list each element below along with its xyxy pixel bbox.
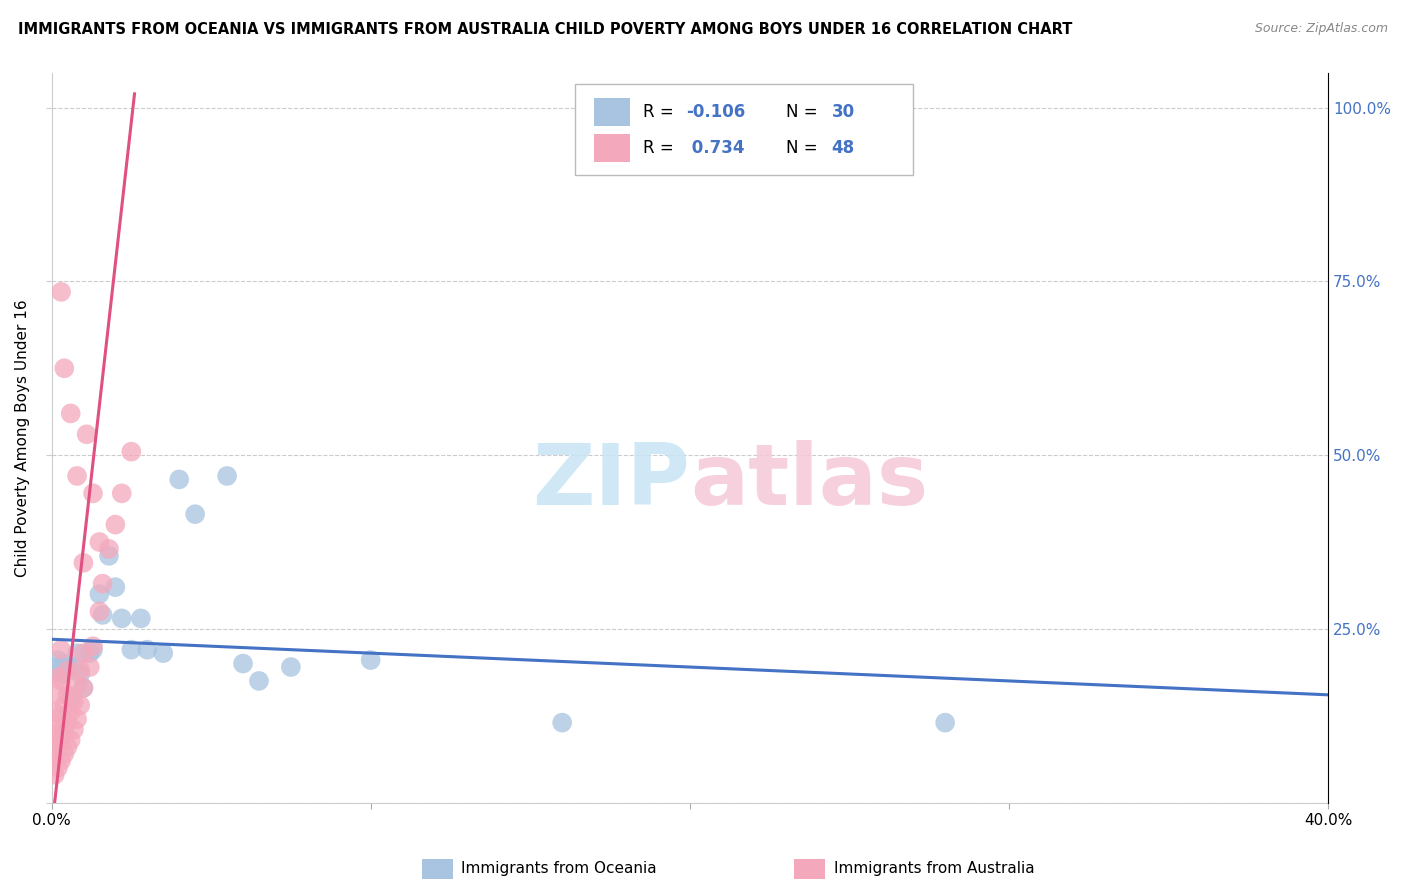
Point xyxy=(69,698,91,713)
Point xyxy=(69,664,91,678)
Point xyxy=(49,754,72,768)
Point xyxy=(79,646,101,660)
Point xyxy=(72,646,94,660)
Point xyxy=(111,486,134,500)
Point xyxy=(66,469,89,483)
Point xyxy=(104,580,127,594)
Point xyxy=(91,576,114,591)
Point xyxy=(56,664,79,678)
Text: IMMIGRANTS FROM OCEANIA VS IMMIGRANTS FROM AUSTRALIA CHILD POVERTY AMONG BOYS UN: IMMIGRANTS FROM OCEANIA VS IMMIGRANTS FR… xyxy=(18,22,1073,37)
Text: N =: N = xyxy=(786,139,823,157)
Point xyxy=(66,712,89,726)
Text: 0.734: 0.734 xyxy=(686,139,745,157)
Point xyxy=(111,611,134,625)
Point xyxy=(59,733,82,747)
Point xyxy=(551,715,574,730)
Point xyxy=(89,587,111,601)
Point xyxy=(49,708,72,723)
Point xyxy=(63,660,86,674)
Point xyxy=(63,723,86,737)
Point xyxy=(89,604,111,618)
Point xyxy=(49,642,72,657)
Point xyxy=(120,444,142,458)
Point xyxy=(49,733,72,747)
FancyBboxPatch shape xyxy=(595,135,630,162)
Point xyxy=(91,607,114,622)
Point xyxy=(72,681,94,695)
Point xyxy=(104,517,127,532)
Point xyxy=(232,657,254,671)
Point xyxy=(66,677,89,691)
Point xyxy=(59,705,82,719)
Point xyxy=(63,695,86,709)
Point xyxy=(280,660,302,674)
Point xyxy=(89,535,111,549)
Point xyxy=(72,556,94,570)
Point xyxy=(136,642,159,657)
Point xyxy=(53,361,76,376)
Text: Immigrants from Oceania: Immigrants from Oceania xyxy=(461,862,657,876)
Text: atlas: atlas xyxy=(690,440,928,523)
Y-axis label: Child Poverty Among Boys Under 16: Child Poverty Among Boys Under 16 xyxy=(15,299,30,576)
Point xyxy=(66,646,89,660)
Point xyxy=(44,747,66,761)
Point xyxy=(53,657,76,671)
Point xyxy=(44,768,66,782)
Text: R =: R = xyxy=(643,103,679,120)
Text: R =: R = xyxy=(643,139,679,157)
Point xyxy=(53,726,76,740)
Point xyxy=(120,642,142,657)
Point xyxy=(44,660,66,674)
Point xyxy=(44,726,66,740)
Point xyxy=(69,667,91,681)
Point xyxy=(56,715,79,730)
Text: N =: N = xyxy=(786,103,823,120)
Point xyxy=(46,688,69,702)
Text: 48: 48 xyxy=(831,139,855,157)
Text: Source: ZipAtlas.com: Source: ZipAtlas.com xyxy=(1254,22,1388,36)
Point xyxy=(934,715,956,730)
Point xyxy=(53,747,76,761)
Point xyxy=(56,660,79,674)
Point xyxy=(72,681,94,695)
Text: 30: 30 xyxy=(831,103,855,120)
Point xyxy=(82,639,104,653)
Point xyxy=(82,642,104,657)
Point xyxy=(79,660,101,674)
Point xyxy=(44,705,66,719)
Point xyxy=(98,549,121,563)
Text: -0.106: -0.106 xyxy=(686,103,745,120)
Point xyxy=(167,472,190,486)
Text: Immigrants from Australia: Immigrants from Australia xyxy=(834,862,1035,876)
Point xyxy=(53,698,76,713)
Point xyxy=(360,653,382,667)
Point xyxy=(184,507,207,521)
Point xyxy=(59,691,82,706)
FancyBboxPatch shape xyxy=(575,84,914,175)
Point xyxy=(82,486,104,500)
Point xyxy=(56,688,79,702)
Text: ZIP: ZIP xyxy=(531,440,690,523)
Point xyxy=(215,469,238,483)
Point xyxy=(247,673,270,688)
Point xyxy=(56,739,79,754)
Point xyxy=(46,761,69,775)
Point xyxy=(46,670,69,684)
FancyBboxPatch shape xyxy=(595,98,630,126)
Point xyxy=(49,673,72,688)
Point xyxy=(152,646,174,660)
Point xyxy=(46,739,69,754)
Point xyxy=(76,427,98,442)
Point xyxy=(98,541,121,556)
Point xyxy=(129,611,152,625)
Point xyxy=(49,285,72,299)
Point xyxy=(49,667,72,681)
Point xyxy=(46,719,69,733)
Point xyxy=(59,406,82,420)
Point xyxy=(46,653,69,667)
